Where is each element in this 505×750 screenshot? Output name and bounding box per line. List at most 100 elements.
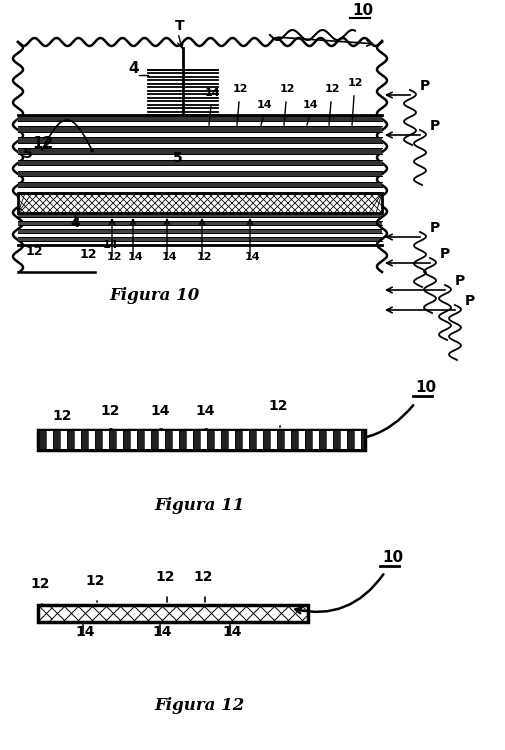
Bar	[340, 431, 347, 449]
Text: 4: 4	[128, 61, 139, 76]
Text: 12: 12	[197, 252, 213, 262]
Text: P: P	[455, 274, 465, 288]
Bar	[200, 431, 207, 449]
Text: 14: 14	[205, 88, 221, 98]
Bar	[172, 431, 179, 449]
Bar	[347, 431, 354, 449]
Text: 14: 14	[150, 404, 170, 418]
Bar	[277, 431, 284, 449]
Text: 4: 4	[70, 216, 80, 230]
Bar	[46, 431, 53, 449]
Bar	[312, 431, 319, 449]
Bar	[74, 431, 81, 449]
Bar	[333, 431, 340, 449]
Bar	[53, 431, 60, 449]
Bar	[354, 431, 361, 449]
Bar	[18, 213, 382, 217]
Bar	[18, 115, 382, 121]
Bar	[228, 431, 235, 449]
Text: 12: 12	[30, 577, 49, 591]
Bar	[137, 431, 144, 449]
Text: P: P	[440, 247, 450, 261]
Bar	[18, 237, 382, 241]
Text: 12: 12	[193, 570, 213, 584]
Text: 14: 14	[257, 100, 273, 110]
Text: 14: 14	[128, 252, 143, 262]
Bar	[18, 126, 382, 132]
Text: 10: 10	[352, 3, 373, 18]
Bar	[123, 431, 130, 449]
Bar	[284, 431, 291, 449]
Text: Figura 11: Figura 11	[155, 497, 245, 514]
Text: T: T	[175, 19, 185, 33]
Bar	[151, 431, 158, 449]
Bar	[242, 431, 249, 449]
Text: 5: 5	[173, 151, 183, 165]
Bar	[38, 430, 365, 450]
Bar	[116, 431, 123, 449]
Text: 12: 12	[85, 574, 105, 588]
Bar	[158, 431, 165, 449]
Text: 12: 12	[348, 78, 364, 88]
Text: 12: 12	[26, 245, 43, 258]
Text: Figura 10: Figura 10	[110, 287, 200, 304]
Text: 14: 14	[195, 404, 215, 418]
Text: 12: 12	[80, 248, 97, 261]
Text: 12: 12	[155, 570, 175, 584]
Bar	[109, 431, 116, 449]
Bar	[95, 431, 102, 449]
Text: 10: 10	[415, 380, 436, 395]
Text: 12: 12	[233, 84, 248, 94]
Bar	[18, 221, 382, 225]
Text: 12: 12	[52, 409, 72, 423]
Bar	[221, 431, 228, 449]
Bar	[298, 431, 305, 449]
Text: P: P	[465, 294, 475, 308]
Bar	[18, 229, 382, 233]
Bar	[88, 431, 95, 449]
Bar	[256, 431, 263, 449]
Bar	[235, 431, 242, 449]
Bar	[18, 137, 382, 142]
Text: 12: 12	[325, 84, 340, 94]
Bar	[305, 431, 312, 449]
Bar	[18, 193, 382, 213]
Text: 14: 14	[162, 252, 178, 262]
Text: 14: 14	[152, 625, 172, 639]
Text: 12: 12	[268, 399, 287, 413]
Bar	[291, 431, 298, 449]
Bar	[326, 431, 333, 449]
Text: 12: 12	[107, 252, 123, 262]
Bar	[319, 431, 326, 449]
Text: 10: 10	[382, 550, 403, 565]
Bar	[18, 171, 382, 176]
Text: P: P	[430, 119, 440, 133]
Bar	[60, 431, 67, 449]
Bar	[186, 431, 193, 449]
Bar	[81, 431, 88, 449]
Text: P: P	[420, 79, 430, 93]
Bar	[18, 160, 382, 165]
Bar	[249, 431, 256, 449]
Bar	[18, 148, 382, 154]
Text: 14: 14	[245, 252, 261, 262]
Text: 14: 14	[75, 625, 94, 639]
Text: 12: 12	[280, 84, 295, 94]
Text: 12: 12	[100, 404, 120, 418]
Bar	[214, 431, 221, 449]
Bar	[67, 431, 74, 449]
Bar	[193, 431, 200, 449]
Bar	[38, 605, 308, 622]
Bar	[39, 431, 46, 449]
Bar	[263, 431, 270, 449]
Bar	[179, 431, 186, 449]
Text: 14: 14	[222, 625, 241, 639]
Bar	[270, 431, 277, 449]
Text: 12: 12	[32, 136, 53, 151]
Text: 5: 5	[23, 147, 33, 161]
Bar	[165, 431, 172, 449]
Bar	[207, 431, 214, 449]
Bar	[361, 431, 364, 449]
Text: P: P	[430, 221, 440, 235]
Text: 14: 14	[103, 240, 119, 250]
